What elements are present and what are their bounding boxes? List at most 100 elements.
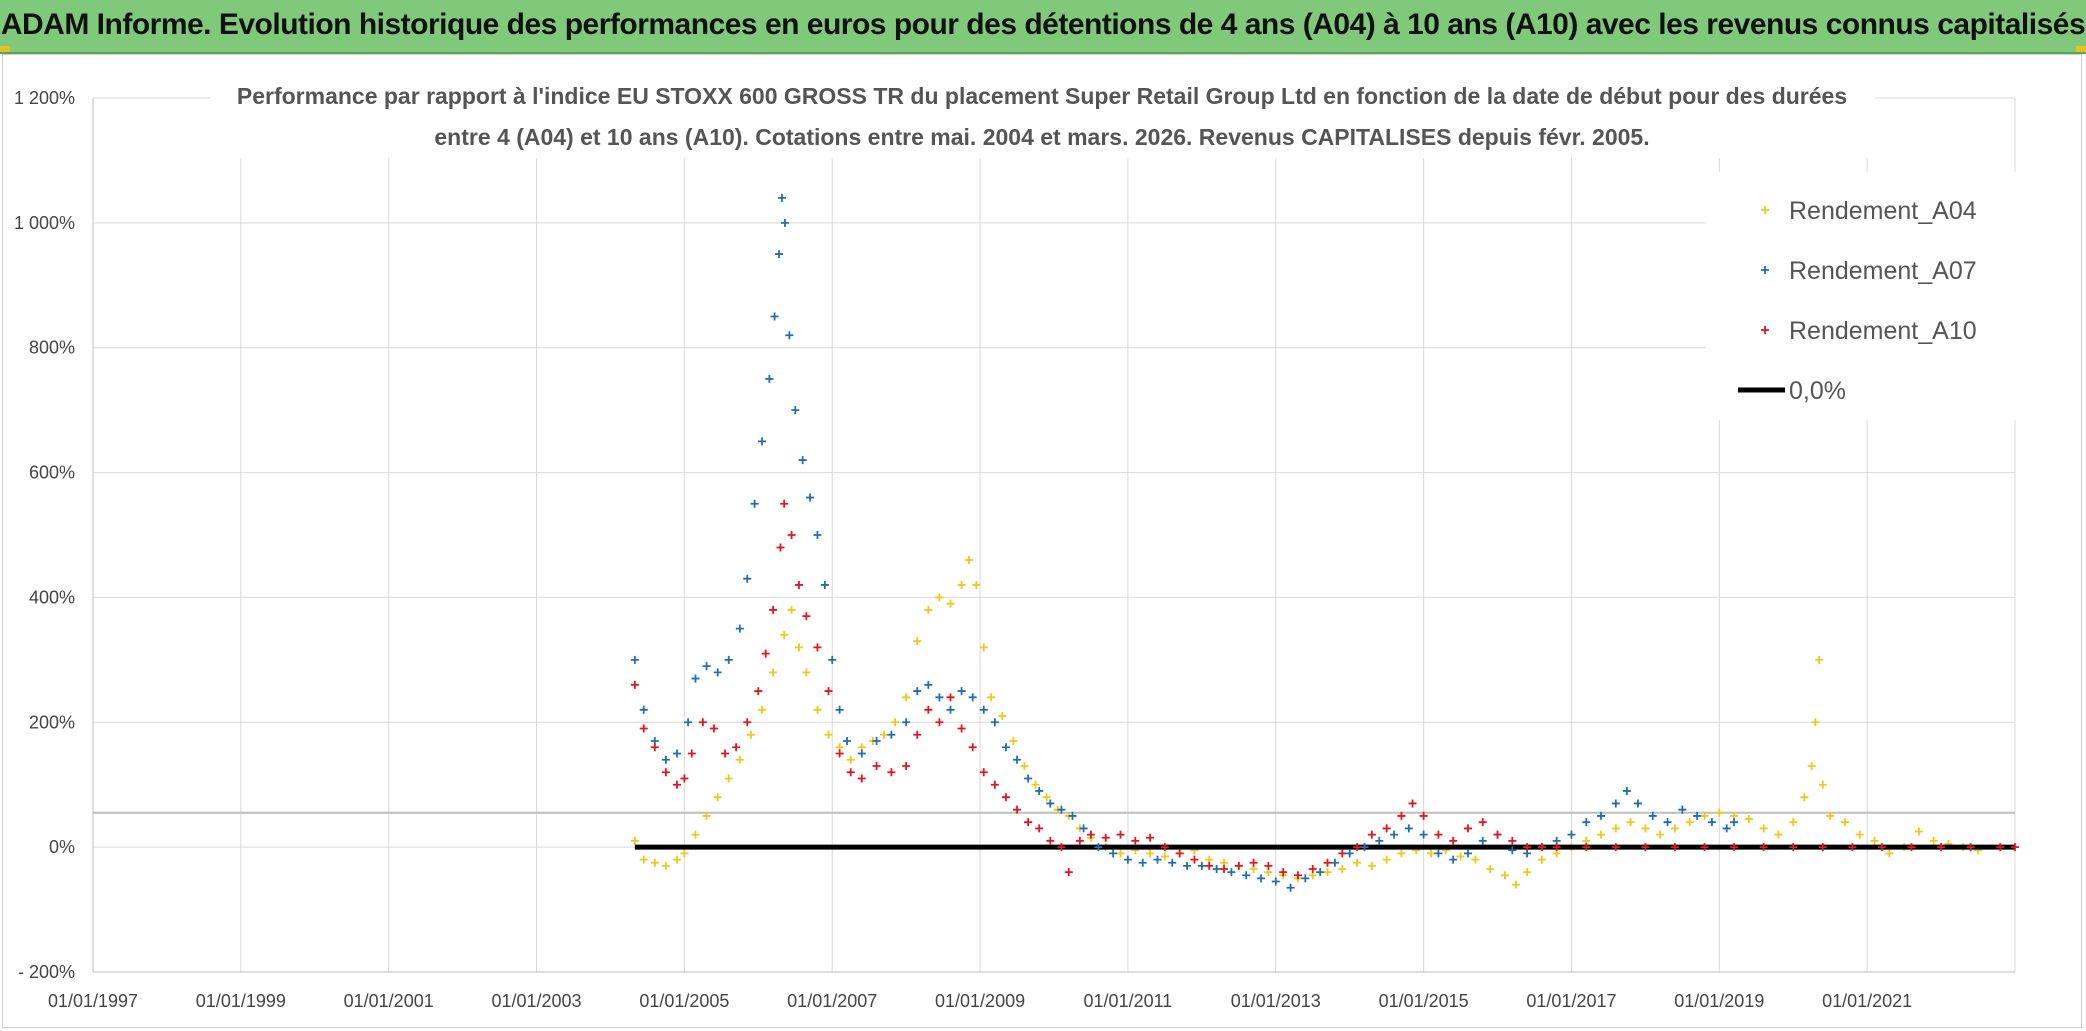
- data-point: [687, 749, 696, 758]
- data-point: [791, 406, 800, 415]
- data-point: [987, 693, 996, 702]
- data-point: [1670, 843, 1679, 852]
- data-point: [698, 718, 707, 727]
- y-tick-label: 0%: [49, 837, 75, 857]
- data-point: [1183, 861, 1192, 870]
- data-point: [1397, 849, 1406, 858]
- data-point: [879, 730, 888, 739]
- data-point: [1523, 843, 1532, 852]
- data-point: [761, 649, 770, 658]
- data-point: [2011, 843, 2019, 852]
- data-point: [630, 836, 639, 845]
- data-point: [1508, 836, 1517, 845]
- data-point: [1471, 855, 1480, 864]
- data-point: [1212, 864, 1221, 873]
- data-point: [979, 705, 988, 714]
- data-point: [1800, 793, 1809, 802]
- data-point: [935, 693, 944, 702]
- data-point: [1537, 843, 1546, 852]
- data-point: [824, 730, 833, 739]
- data-point: [1730, 818, 1739, 827]
- data-point: [1190, 855, 1199, 864]
- data-point: [713, 668, 722, 677]
- data-point: [1079, 824, 1088, 833]
- chart-title-line-2: entre 4 (A04) et 10 ans (A10). Cotations…: [434, 124, 1649, 150]
- data-point: [780, 630, 789, 639]
- data-point: [1249, 858, 1258, 867]
- data-point: [1101, 833, 1110, 842]
- data-point: [1611, 799, 1620, 808]
- data-point: [1330, 858, 1339, 867]
- data-point: [1323, 858, 1332, 867]
- data-point: [1633, 799, 1642, 808]
- data-point: [1353, 858, 1362, 867]
- data-point: [798, 456, 807, 465]
- chart-frame: [2, 54, 2082, 1028]
- legend-marker: [1761, 266, 1769, 274]
- x-tick-label: 01/01/2007: [787, 991, 877, 1011]
- data-point: [1929, 836, 1938, 845]
- data-point: [702, 811, 711, 820]
- data-point: [1419, 830, 1428, 839]
- data-point: [787, 605, 796, 614]
- y-tick-label: - 200%: [18, 962, 75, 982]
- data-point: [776, 543, 785, 552]
- y-tick-label: 1 000%: [14, 213, 75, 233]
- data-point: [924, 680, 933, 689]
- data-point: [946, 693, 955, 702]
- data-point: [1116, 830, 1125, 839]
- data-point: [1057, 805, 1066, 814]
- data-point: [732, 743, 741, 752]
- data-point: [691, 674, 700, 683]
- data-point: [813, 531, 822, 539]
- data-point: [1024, 774, 1033, 783]
- data-point: [1789, 818, 1798, 827]
- series-Rendement_A07: [630, 193, 1739, 892]
- data-point: [1286, 883, 1295, 892]
- data-point: [968, 693, 977, 702]
- x-tick-label: 01/01/2017: [1526, 991, 1616, 1011]
- data-point: [1013, 805, 1022, 814]
- data-point: [990, 718, 999, 727]
- legend-marker: [1761, 326, 1769, 334]
- banner-corner-left: [0, 46, 10, 52]
- data-point: [1937, 843, 1946, 852]
- data-point: [770, 312, 779, 321]
- data-point: [913, 637, 922, 646]
- data-point: [843, 737, 852, 746]
- data-point: [857, 774, 866, 783]
- data-point: [1622, 786, 1631, 795]
- data-point: [680, 849, 689, 858]
- legend-label: Rendement_A10: [1789, 317, 1977, 345]
- data-point: [639, 855, 648, 864]
- data-point: [1160, 843, 1169, 852]
- x-tick-label: 01/01/2009: [935, 991, 1025, 1011]
- data-point: [813, 643, 822, 652]
- data-point: [998, 712, 1007, 721]
- data-point: [802, 668, 811, 677]
- data-point: [1001, 743, 1010, 752]
- data-point: [743, 574, 752, 583]
- data-point: [1293, 871, 1302, 880]
- legend-box: [1706, 172, 2016, 420]
- legend-label: 0,0%: [1789, 377, 1846, 405]
- data-point: [1256, 874, 1265, 883]
- data-point: [806, 493, 815, 502]
- data-point: [902, 693, 911, 702]
- data-point: [1068, 811, 1077, 820]
- data-point: [1523, 868, 1532, 877]
- data-point: [946, 705, 955, 714]
- data-point: [1220, 864, 1229, 873]
- data-point: [724, 655, 733, 664]
- data-point: [1116, 849, 1125, 858]
- data-point: [1138, 858, 1147, 867]
- data-point: [1109, 849, 1118, 858]
- data-point: [672, 780, 681, 789]
- data-point: [735, 624, 744, 633]
- data-point: [769, 605, 778, 614]
- data-point: [1966, 843, 1975, 852]
- chart-legend: Rendement_A04 Rendement_A07 Rendement_A10 0…: [1706, 172, 2016, 420]
- data-point: [891, 718, 900, 727]
- data-point: [1641, 824, 1650, 833]
- y-tick-label: 800%: [29, 338, 75, 358]
